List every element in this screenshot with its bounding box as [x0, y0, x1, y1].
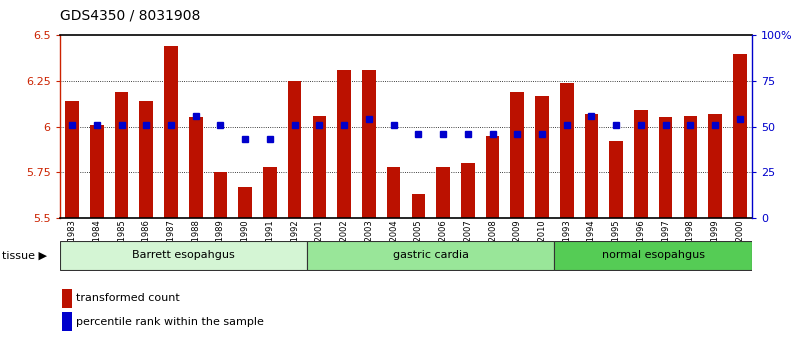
Bar — [560, 83, 574, 218]
Bar — [461, 163, 474, 218]
Bar — [238, 187, 252, 218]
Text: percentile rank within the sample: percentile rank within the sample — [76, 317, 263, 327]
Text: GDS4350 / 8031908: GDS4350 / 8031908 — [60, 9, 200, 23]
Bar — [115, 92, 128, 218]
Bar — [486, 136, 499, 218]
Bar — [164, 46, 178, 218]
Text: Barrett esopahgus: Barrett esopahgus — [132, 250, 235, 260]
Bar — [436, 167, 450, 218]
Text: tissue ▶: tissue ▶ — [2, 251, 47, 261]
FancyBboxPatch shape — [60, 241, 307, 270]
Bar — [510, 92, 524, 218]
Bar — [634, 110, 648, 218]
Bar — [584, 114, 599, 218]
FancyBboxPatch shape — [307, 241, 554, 270]
Bar — [733, 53, 747, 218]
Bar — [338, 70, 351, 218]
Bar — [213, 172, 228, 218]
Bar — [313, 116, 326, 218]
Bar — [535, 96, 548, 218]
FancyBboxPatch shape — [554, 241, 752, 270]
Bar — [288, 81, 302, 218]
Text: normal esopahgus: normal esopahgus — [602, 250, 704, 260]
Text: gastric cardia: gastric cardia — [392, 250, 469, 260]
Bar — [708, 114, 722, 218]
Bar — [139, 101, 153, 218]
Text: transformed count: transformed count — [76, 293, 179, 303]
Bar — [65, 101, 79, 218]
Bar — [90, 125, 103, 218]
Bar — [610, 141, 623, 218]
Bar — [412, 194, 425, 218]
Bar — [189, 118, 202, 218]
Bar — [387, 167, 400, 218]
Bar — [263, 167, 277, 218]
Bar — [362, 70, 376, 218]
Bar — [684, 116, 697, 218]
Bar — [659, 118, 673, 218]
